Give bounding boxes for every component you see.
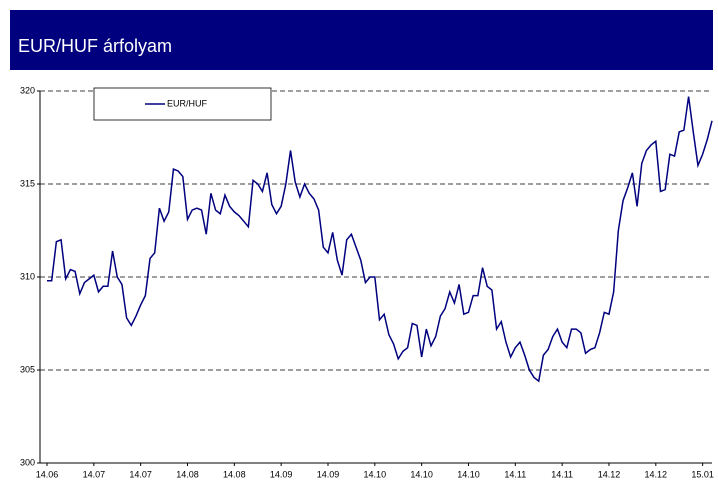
x-tick-label: 14.06 xyxy=(36,469,59,479)
data-line xyxy=(47,96,713,383)
x-tick-label: 14.08 xyxy=(176,469,199,479)
x-tick-label: 14.11 xyxy=(504,469,526,479)
x-tick-label: 14.10 xyxy=(364,469,387,479)
x-tick-label: 14.09 xyxy=(317,469,340,479)
y-tick-label: 320 xyxy=(20,85,35,95)
x-tick-label: 14.12 xyxy=(598,469,621,479)
legend-box xyxy=(93,87,272,121)
x-tick-label: 14.10 xyxy=(457,469,480,479)
y-tick-label: 305 xyxy=(20,364,35,374)
x-tick-label: 14.11 xyxy=(551,469,573,479)
x-tick-label: 15.01 xyxy=(691,469,714,479)
x-tick-label: 14.07 xyxy=(83,469,106,479)
x-tick-label: 14.09 xyxy=(270,469,293,479)
chart-title: EUR/HUF árfolyam xyxy=(18,36,172,56)
x-tick-label: 14.07 xyxy=(129,469,152,479)
x-tick-label: 14.12 xyxy=(645,469,668,479)
x-tick-label: 14.08 xyxy=(223,469,246,479)
y-tick-label: 300 xyxy=(20,457,35,467)
x-tick-label: 14.10 xyxy=(410,469,433,479)
title-bar xyxy=(10,10,713,70)
y-tick-label: 310 xyxy=(20,271,35,281)
y-tick-label: 315 xyxy=(20,178,35,188)
legend-label: EUR/HUF xyxy=(167,98,208,108)
